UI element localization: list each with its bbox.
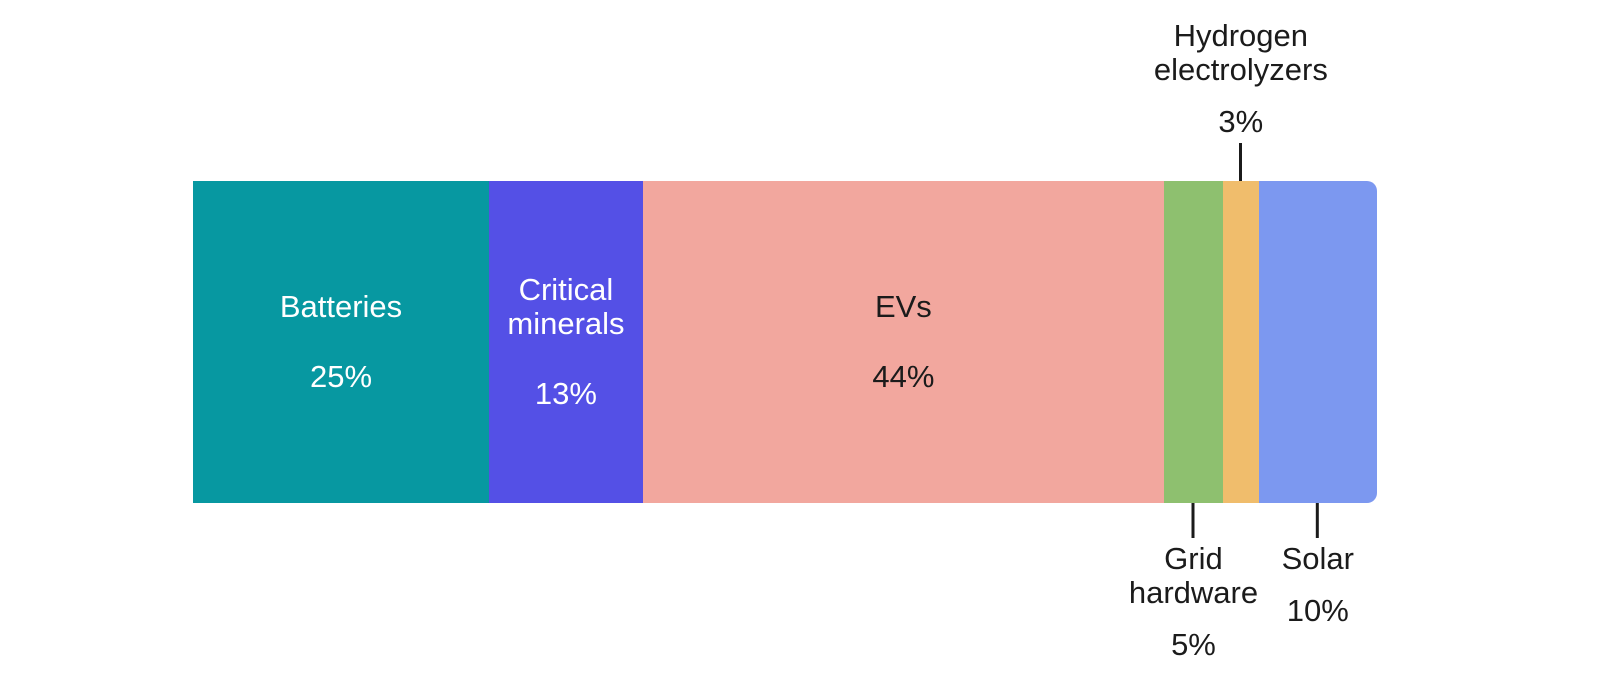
stacked-bar-chart: Hydrogen electrolyzers 3% Batteries 25% … [193, 0, 1377, 679]
annotation-value-solar: 10% [1286, 593, 1349, 628]
annotation-hydrogen-electrolyzers: Hydrogen electrolyzers 3% [1154, 19, 1328, 181]
callout-line-hydrogen-electrolyzers [1239, 143, 1243, 181]
annotation-label-grid-hardware: Grid hardware [1128, 541, 1259, 610]
callout-line-solar [1316, 503, 1320, 538]
segment-label-batteries: Batteries [279, 289, 403, 324]
annotation-label-hydrogen-electrolyzers: Hydrogen electrolyzers [1153, 18, 1328, 87]
segment-hydrogen-electrolyzers [1223, 181, 1259, 503]
bar: Batteries 25% Critical minerals 13% EVs … [193, 181, 1377, 503]
segment-solar [1258, 181, 1377, 503]
segment-grid-hardware [1163, 181, 1224, 503]
segment-batteries: Batteries 25% [193, 181, 489, 503]
annotation-value-grid-hardware: 5% [1171, 627, 1216, 662]
annotation-solar: Solar 10% [1282, 503, 1354, 628]
segment-evs: EVs 44% [642, 181, 1164, 503]
annotation-value-hydrogen-electrolyzers: 3% [1218, 104, 1264, 139]
segment-label-critical-minerals: Critical minerals [507, 272, 625, 341]
segment-value-evs: 44% [872, 359, 935, 394]
segment-critical-minerals: Critical minerals 13% [489, 181, 643, 503]
segment-value-critical-minerals: 13% [534, 376, 597, 411]
segment-value-batteries: 25% [309, 359, 373, 394]
annotation-label-solar: Solar [1281, 541, 1354, 576]
segment-label-evs: EVs [874, 289, 932, 324]
annotation-grid-hardware: Grid hardware 5% [1106, 503, 1281, 662]
callout-line-grid-hardware [1191, 503, 1195, 538]
